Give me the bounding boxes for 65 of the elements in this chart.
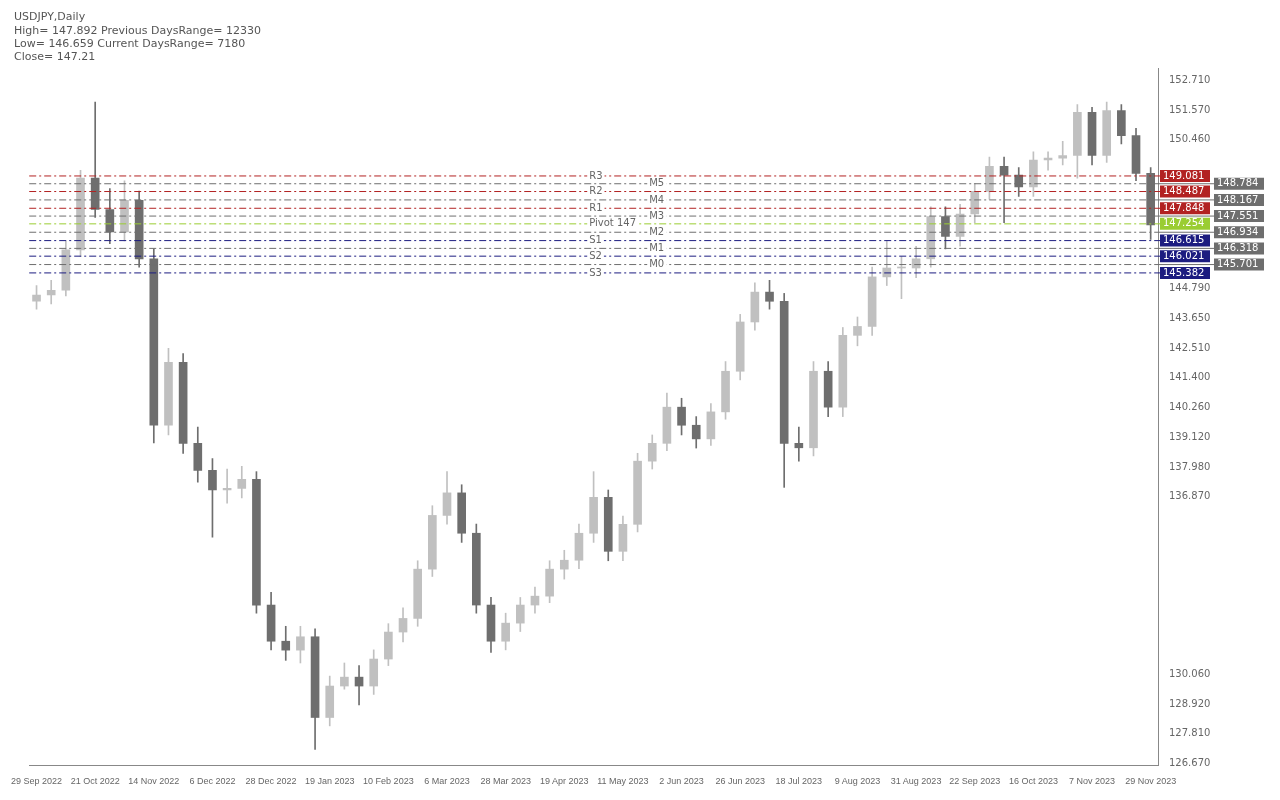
- x-tick-label: 21 Oct 2022: [70, 776, 120, 787]
- y-tick-label: 144.790: [1169, 282, 1211, 294]
- ref-line-label: 147.848: [1163, 201, 1205, 213]
- annotation: Pivot 147: [589, 217, 637, 229]
- x-tick-label: 2 Jun 2023: [659, 776, 704, 787]
- ref-line-label: 145.701: [1217, 258, 1259, 270]
- annotation: M5: [649, 177, 665, 189]
- annotation: M3: [649, 209, 665, 221]
- annotation: S3: [589, 266, 602, 278]
- x-tick-label: 14 Nov 2022: [128, 776, 180, 787]
- x-tick-label: 10 Feb 2023: [363, 776, 414, 787]
- y-tick-label: 150.460: [1169, 133, 1211, 145]
- x-tick-label: 29 Sep 2022: [11, 776, 63, 787]
- ref-line-label: 148.167: [1217, 193, 1259, 205]
- y-tick-label: 137.980: [1169, 460, 1211, 472]
- ref-line-label: 148.487: [1163, 185, 1205, 197]
- text: Close= 147.21: [14, 50, 96, 64]
- annotation: M1: [649, 241, 665, 253]
- y-tick-label: 126.670: [1169, 756, 1211, 768]
- annotation: R3: [589, 169, 603, 181]
- x-tick-label: 19 Jan 2023: [304, 776, 355, 787]
- annotation: M0: [649, 258, 665, 270]
- annotation: S1: [589, 234, 602, 246]
- annotation: S2: [589, 249, 602, 261]
- x-tick-label: 16 Oct 2023: [1008, 776, 1058, 787]
- y-tick-label: 141.400: [1169, 370, 1211, 382]
- ref-line-label: 147.551: [1217, 209, 1259, 221]
- ref-line-label: 147.254: [1163, 217, 1205, 229]
- y-tick-label: 127.810: [1169, 727, 1211, 739]
- ref-line-label: 149.081: [1163, 169, 1205, 181]
- y-tick-label: 143.650: [1169, 311, 1211, 323]
- y-tick-label: 151.570: [1169, 104, 1211, 116]
- y-tick-label: 136.870: [1169, 489, 1211, 501]
- ref-line-label: 146.318: [1217, 241, 1259, 253]
- x-tick-label: 28 Dec 2022: [245, 776, 297, 787]
- ref-line-label: 146.934: [1217, 225, 1259, 237]
- annotation: R2: [589, 185, 603, 197]
- ref-line-label: 145.382: [1163, 266, 1205, 278]
- y-tick-label: 152.710: [1169, 74, 1211, 86]
- x-tick-label: 22 Sep 2023: [949, 776, 1001, 787]
- x-tick-label: 28 Mar 2023: [480, 776, 531, 787]
- ref-line-label: 146.615: [1163, 234, 1205, 246]
- y-tick-label: 139.120: [1169, 430, 1211, 442]
- x-tick-label: 9 Aug 2023: [834, 776, 881, 787]
- annotation: R1: [589, 201, 603, 213]
- x-tick-label: 19 Apr 2023: [540, 776, 589, 787]
- annotation: M2: [649, 225, 665, 237]
- y-tick-label: 140.260: [1169, 400, 1211, 412]
- y-tick-label: 128.920: [1169, 697, 1211, 709]
- ref-line-label: 148.784: [1217, 177, 1259, 189]
- ref-line-label: 146.021: [1163, 249, 1205, 261]
- text: High= 147.892 Previous DaysRange= 12330: [14, 24, 261, 38]
- text: Low= 146.659 Current DaysRange= 7180: [14, 37, 246, 51]
- x-tick-label: 18 Jul 2023: [775, 776, 823, 787]
- y-tick-label: 142.510: [1169, 341, 1211, 353]
- x-tick-label: 31 Aug 2023: [890, 776, 942, 787]
- chart-title: USDJPY,Daily: [14, 10, 86, 24]
- x-tick-label: 26 Jun 2023: [715, 776, 765, 787]
- x-tick-label: 7 Nov 2023: [1069, 776, 1116, 787]
- x-tick-label: 6 Mar 2023: [424, 776, 470, 787]
- x-tick-label: 11 May 2023: [597, 776, 649, 787]
- y-tick-label: 130.060: [1169, 668, 1211, 680]
- x-tick-label: 29 Nov 2023: [1125, 776, 1177, 787]
- x-tick-label: 6 Dec 2022: [189, 776, 236, 787]
- annotation: M4: [649, 193, 665, 205]
